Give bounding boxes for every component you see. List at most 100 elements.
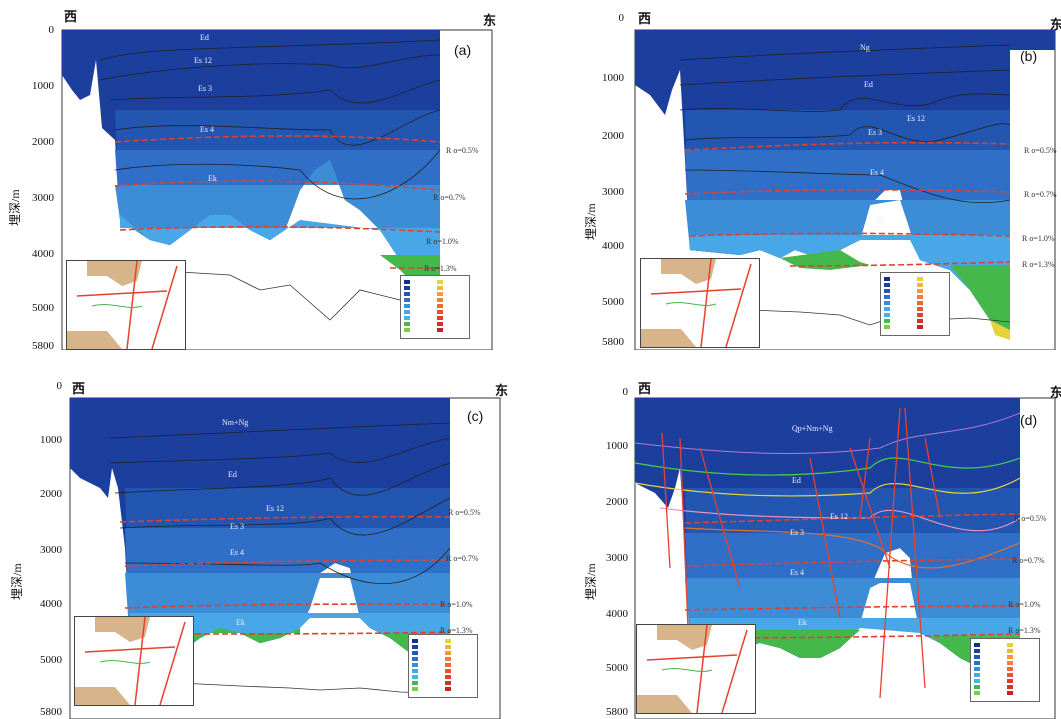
- ro-label: R o=1.3%: [1022, 260, 1055, 269]
- depth-tick: 0: [56, 380, 63, 392]
- legend-swatches: [404, 280, 443, 332]
- depth-tick: 5000: [606, 662, 628, 674]
- location-map-inset: [74, 616, 194, 706]
- legend-swatches: [412, 639, 451, 691]
- east-label: 东: [495, 383, 509, 398]
- unit-label: Es 12: [907, 114, 925, 123]
- ro-label: R o=0.7%: [433, 193, 466, 202]
- ro-label: R o=1.0%: [1008, 600, 1041, 609]
- unit-label: Es 4: [200, 125, 214, 134]
- ro-label: R o=1.0%: [1022, 234, 1055, 243]
- depth-tick: 0: [48, 24, 55, 36]
- ro-label: R o=1.0%: [440, 600, 473, 609]
- ro-label: R o=1.3%: [424, 264, 457, 273]
- unit-label: Es 3: [868, 128, 882, 137]
- color-legend: [880, 272, 950, 336]
- depth-tick: 3000: [32, 192, 54, 204]
- unit-label: Es 4: [870, 168, 884, 177]
- ro-label: R o=0.7%: [1024, 190, 1057, 199]
- depth-tick: 2000: [40, 488, 62, 500]
- depth-tick: 5800: [606, 706, 628, 718]
- panel-a: 西 东 (a) 埋深/m 0 1000 2000 3000 4000 5000 …: [0, 0, 520, 352]
- panel-label: (c): [467, 408, 484, 424]
- unit-label: Ed: [864, 80, 873, 89]
- cross-section-b: [634, 29, 1056, 350]
- depth-tick: 5000: [40, 654, 62, 666]
- depth-tick: 2000: [32, 136, 54, 148]
- unit-label: Ed: [792, 476, 801, 485]
- location-map-inset: [636, 624, 756, 714]
- legend-swatches: [884, 277, 923, 329]
- ro-label: R o=0.5%: [448, 508, 481, 517]
- location-map: [67, 261, 185, 349]
- depth-tick: 5800: [32, 340, 54, 352]
- depth-tick: 2000: [606, 496, 628, 508]
- west-label: 西: [72, 381, 86, 396]
- ro-label: R o=1.3%: [1008, 626, 1041, 635]
- ro-label: R o=0.5%: [446, 146, 479, 155]
- unit-label: Es 4: [230, 548, 244, 557]
- depth-tick: 4000: [40, 598, 62, 610]
- depth-tick: 4000: [606, 608, 628, 620]
- unit-label: Es 3: [230, 522, 244, 531]
- ro-label: R o=0.5%: [1014, 514, 1047, 523]
- ro-label: R o=0.7%: [1012, 556, 1045, 565]
- unit-label: Es 3: [790, 528, 804, 537]
- depth-tick: 5800: [602, 336, 624, 348]
- legend-swatches: [974, 643, 1013, 695]
- unit-label: Ng: [860, 43, 870, 52]
- panel-c: 西 东 (c) 埋深/m 0 1000 2000 3000 4000 5000 …: [0, 368, 520, 719]
- unit-label: Ek: [236, 618, 245, 627]
- unit-label: Ed: [200, 33, 209, 42]
- y-axis-label: 埋深/m: [584, 203, 598, 240]
- color-legend: [408, 634, 478, 698]
- depth-tick: 5000: [602, 296, 624, 308]
- depth-tick: 5000: [32, 302, 54, 314]
- depth-tick: 3000: [602, 186, 624, 198]
- depth-tick: 0: [618, 12, 625, 24]
- depth-tick: 1000: [606, 440, 628, 452]
- east-label: 东: [483, 13, 497, 28]
- depth-tick: 5800: [40, 706, 62, 718]
- depth-tick: 1000: [602, 72, 624, 84]
- panel-label: (a): [454, 42, 472, 58]
- y-axis-label: 埋深/m: [584, 563, 598, 600]
- depth-tick: 2000: [602, 130, 624, 142]
- west-label: 西: [64, 9, 78, 24]
- ro-label: R o=0.5%: [1024, 146, 1057, 155]
- location-map: [75, 617, 193, 705]
- location-map-inset: [640, 258, 760, 348]
- depth-tick: 1000: [32, 80, 54, 92]
- unit-label: Ek: [798, 618, 807, 627]
- location-map: [641, 259, 759, 347]
- location-map-inset: [66, 260, 186, 350]
- ro-label: R o=1.0%: [426, 237, 459, 246]
- depth-tick: 3000: [606, 552, 628, 564]
- panel-b: 西 东 (b) 埋深/m 0 1000 2000 3000 4000 5000 …: [540, 0, 1061, 350]
- color-legend: [400, 275, 470, 339]
- unit-label: Ek: [208, 174, 217, 183]
- east-label: 东: [1050, 385, 1061, 400]
- color-legend: [970, 638, 1040, 702]
- unit-label: Es 12: [830, 512, 848, 521]
- panel-label: (b): [1020, 48, 1038, 64]
- unit-label: Es 3: [198, 84, 212, 93]
- location-map: [637, 625, 755, 713]
- depth-tick: 4000: [602, 240, 624, 252]
- panel-d: 西 东 (d) 埋深/m 0 1000 2000 3000 4000 5000 …: [540, 368, 1061, 719]
- unit-label: Qp+Nm+Ng: [792, 424, 833, 433]
- cross-section-d: [634, 397, 1056, 719]
- ro-label: R o=0.7%: [446, 554, 479, 563]
- west-label: 西: [638, 11, 652, 26]
- depth-tick: 4000: [32, 248, 54, 260]
- depth-tick: 0: [622, 386, 629, 398]
- depth-tick: 3000: [40, 544, 62, 556]
- depth-tick: 1000: [40, 434, 62, 446]
- ro-label: R o=1.3%: [440, 626, 473, 635]
- panel-label: (d): [1020, 412, 1038, 428]
- y-axis-label: 埋深/m: [10, 563, 24, 600]
- unit-label: Es 4: [790, 568, 804, 577]
- east-label: 东: [1050, 17, 1061, 32]
- unit-label: Ek: [876, 216, 885, 225]
- west-label: 西: [638, 381, 652, 396]
